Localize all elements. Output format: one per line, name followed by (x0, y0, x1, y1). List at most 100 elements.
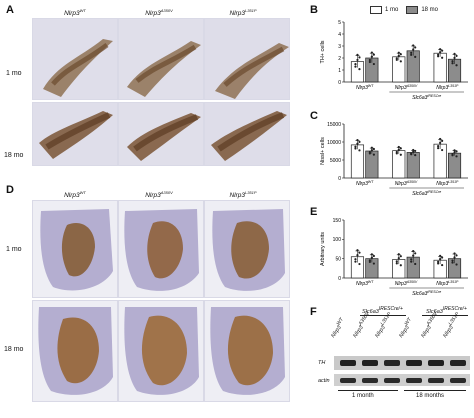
data-point (370, 55, 373, 58)
wb-th-bands (340, 360, 466, 366)
data-point (414, 252, 417, 255)
bar (392, 56, 406, 83)
data-point (410, 51, 413, 54)
data-point (354, 63, 357, 66)
data-point (397, 253, 400, 256)
data-point (414, 149, 417, 153)
data-point (451, 153, 454, 156)
x-group-label: Nlrp3L351P (436, 280, 459, 287)
section-d-1mo-a350v (118, 200, 204, 298)
legend-swatch-1mo (370, 6, 382, 14)
brain-section (119, 301, 203, 401)
data-point (358, 68, 361, 71)
wb-driver-2: Slc6a3IRESCre/+ (426, 306, 467, 315)
x-group-label: Nlrp3WT (356, 280, 374, 287)
micrograph-a-1mo-a350v (118, 18, 204, 100)
y-tick-label: 100 (333, 237, 342, 243)
data-point (412, 249, 415, 253)
data-point (399, 53, 402, 56)
data-point (356, 138, 359, 142)
data-point (437, 260, 440, 263)
chart-c: Nissl+ cells 0 5000 10000 15000 Nlrp3WT Nlrp3A… (318, 118, 472, 204)
x-group-label: Nlrp3WT (356, 180, 374, 187)
legend-swatch-18mo (406, 6, 419, 14)
x-group-label: Nlrp3L351P (436, 180, 459, 187)
x-group-label: Nlrp3L351P (436, 84, 459, 91)
data-point (399, 264, 402, 267)
panel-letter-b: B (310, 4, 318, 16)
data-point (372, 254, 375, 258)
data-point (370, 256, 373, 259)
bar (447, 152, 462, 179)
section-d-1mo-l351p (204, 200, 290, 298)
stain-pattern (33, 103, 117, 165)
data-point (455, 150, 458, 153)
data-point (451, 259, 454, 262)
data-point (451, 60, 454, 63)
data-point (370, 146, 373, 149)
data-point (437, 262, 440, 265)
data-point (455, 64, 458, 67)
data-point (437, 55, 440, 58)
data-point (453, 256, 456, 259)
data-point (441, 49, 444, 52)
stain-pattern (205, 103, 289, 165)
data-point (455, 155, 458, 158)
data-point (399, 60, 402, 63)
panel-d-genotype-2: Nlrp3A350V (145, 190, 173, 200)
data-point (439, 254, 442, 257)
data-point (372, 53, 375, 56)
data-point (356, 254, 359, 257)
panel-letter-d: D (6, 184, 14, 196)
wb-time-underline-2 (404, 390, 466, 391)
wb-driver-underline-1 (360, 315, 406, 316)
y-tick-label: 10000 (327, 140, 341, 146)
data-point (453, 151, 456, 154)
panel-a-genotype-2: Nlrp3A350V (145, 8, 173, 18)
x-group-label: Nlrp3A350V (395, 180, 418, 187)
stain-pattern (119, 103, 203, 165)
data-point (358, 56, 361, 59)
data-point (370, 51, 373, 54)
data-point (395, 58, 398, 61)
y-tick-label: 0 (338, 176, 341, 182)
data-point (368, 260, 371, 264)
data-point (395, 262, 398, 265)
panel-d-genotype-1: Nlrp3WT (64, 190, 86, 200)
data-point (354, 65, 357, 68)
western-blot: Slc6a3IRESCre/+ Slc6a3IRESCre/+ Nlrp3WT … (318, 306, 474, 418)
wb-band-label-th: TH (318, 360, 326, 366)
legend-label-1mo: 1 mo (385, 7, 399, 13)
stain-pattern (119, 19, 203, 99)
data-point (356, 249, 359, 252)
wb-lane-label-2: Nlrp3A350V (352, 310, 372, 340)
wb-driver-1: Slc6a3IRESCre/+ (362, 306, 403, 315)
y-tick-label: 5 (338, 20, 341, 26)
data-point (437, 146, 440, 150)
panel-letter-a: A (6, 4, 14, 16)
panel-letter-c: C (310, 110, 318, 122)
data-point (399, 255, 402, 258)
legend-item-1mo: 1 mo (370, 6, 398, 14)
driver-label: Slc6a3IRESCre (412, 190, 441, 197)
data-point (395, 150, 398, 154)
panel-d-genotype-3: Nlrp3L351P (229, 190, 257, 200)
data-point (410, 260, 413, 263)
data-point (412, 150, 415, 153)
data-point (372, 262, 375, 265)
data-point (437, 53, 440, 56)
bar (433, 52, 447, 83)
data-point (356, 58, 359, 62)
driver-label: Slc6a3IRESCre (412, 94, 441, 101)
data-point (368, 259, 371, 262)
data-point (358, 140, 361, 143)
x-group-label: Nlrp3A350V (395, 84, 418, 91)
data-point (354, 147, 357, 150)
section-d-18mo-wt (32, 300, 118, 402)
data-point (368, 151, 371, 154)
data-point (453, 252, 456, 255)
data-point (441, 263, 444, 267)
data-point (358, 262, 361, 266)
y-tick-label: 15000 (327, 122, 341, 128)
wb-lane-label-1: Nlrp3WT (330, 316, 345, 340)
